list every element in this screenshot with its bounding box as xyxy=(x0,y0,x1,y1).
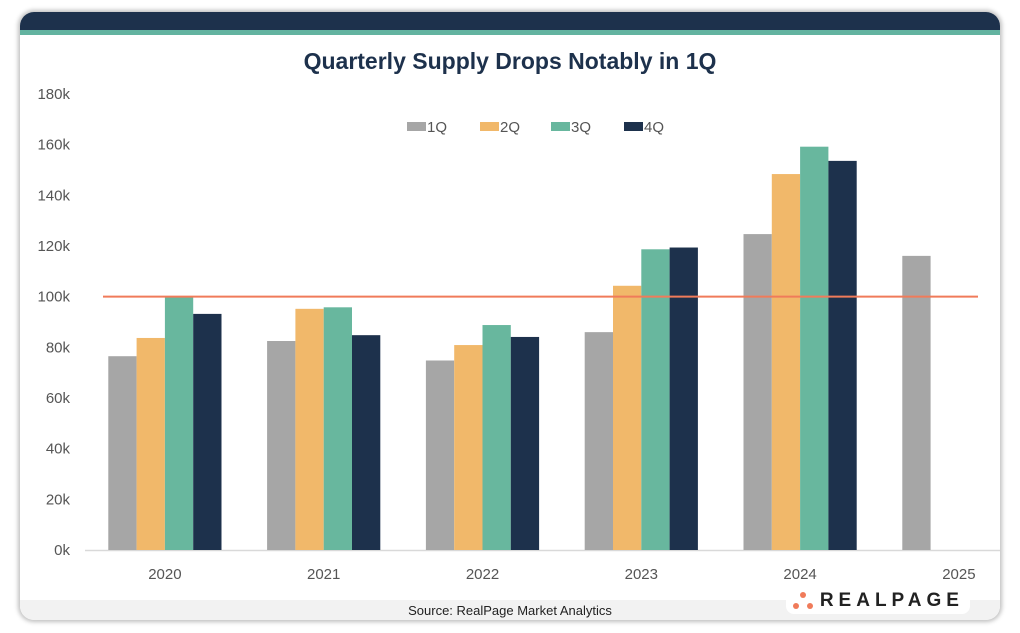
y-tick-label: 100k xyxy=(37,289,70,306)
y-tick-label: 80k xyxy=(46,339,71,356)
legend-label-3Q: 3Q xyxy=(571,119,591,136)
bar-2023-3Q xyxy=(641,249,670,550)
y-tick-label: 160k xyxy=(37,137,70,154)
legend-label-4Q: 4Q xyxy=(644,119,664,136)
x-tick-label: 2024 xyxy=(783,566,816,583)
bar-2024-3Q xyxy=(800,146,829,550)
legend-swatch-1Q xyxy=(407,122,426,131)
legend-label-1Q: 1Q xyxy=(427,119,447,136)
bar-2021-2Q xyxy=(295,308,324,550)
bar-2023-1Q xyxy=(584,332,613,550)
bar-2021-3Q xyxy=(323,307,352,550)
logo-dots-icon xyxy=(792,592,813,609)
bar-2024-4Q xyxy=(828,160,857,550)
y-tick-label: 20k xyxy=(46,491,71,508)
header-stripe xyxy=(20,30,1000,35)
x-tick-label: 2023 xyxy=(625,566,658,583)
bar-2021-1Q xyxy=(267,341,296,550)
y-tick-label: 180k xyxy=(37,86,70,103)
realpage-logo: REALPAGE xyxy=(785,588,970,614)
header-bar xyxy=(20,12,1000,30)
legend-swatch-3Q xyxy=(551,122,570,131)
bar-2020-2Q xyxy=(136,337,165,550)
bar-2022-2Q xyxy=(454,345,483,550)
x-tick-label: 2025 xyxy=(942,566,975,583)
bar-2023-4Q xyxy=(669,247,698,550)
footer-band xyxy=(20,600,1000,620)
y-tick-label: 120k xyxy=(37,238,70,255)
bar-2021-4Q xyxy=(352,335,381,550)
legend-swatch-4Q xyxy=(624,122,643,131)
chart-title: Quarterly Supply Drops Notably in 1Q xyxy=(303,48,717,74)
bar-2023-2Q xyxy=(613,285,642,550)
bar-2020-3Q xyxy=(164,296,194,550)
bar-2020-1Q xyxy=(108,356,137,550)
bar-2024-1Q xyxy=(743,234,772,551)
bar-2022-1Q xyxy=(425,360,455,550)
y-tick-label: 0k xyxy=(54,542,70,559)
y-tick-label: 140k xyxy=(37,187,70,204)
legend-label-2Q: 2Q xyxy=(500,119,520,136)
y-tick-label: 60k xyxy=(46,390,71,407)
bar-2022-4Q xyxy=(510,336,540,550)
bar-2024-2Q xyxy=(771,174,801,550)
x-tick-label: 2022 xyxy=(466,566,499,583)
bar-2020-4Q xyxy=(193,313,222,550)
logo-text: REALPAGE xyxy=(819,590,964,611)
bar-2025-1Q xyxy=(902,255,931,550)
source-note: Source: RealPage Market Analytics xyxy=(408,603,612,618)
bar-2022-3Q xyxy=(482,325,511,550)
x-tick-label: 2020 xyxy=(148,566,181,583)
x-tick-label: 2021 xyxy=(307,566,340,583)
legend-swatch-2Q xyxy=(480,122,499,131)
y-tick-label: 40k xyxy=(46,441,71,458)
